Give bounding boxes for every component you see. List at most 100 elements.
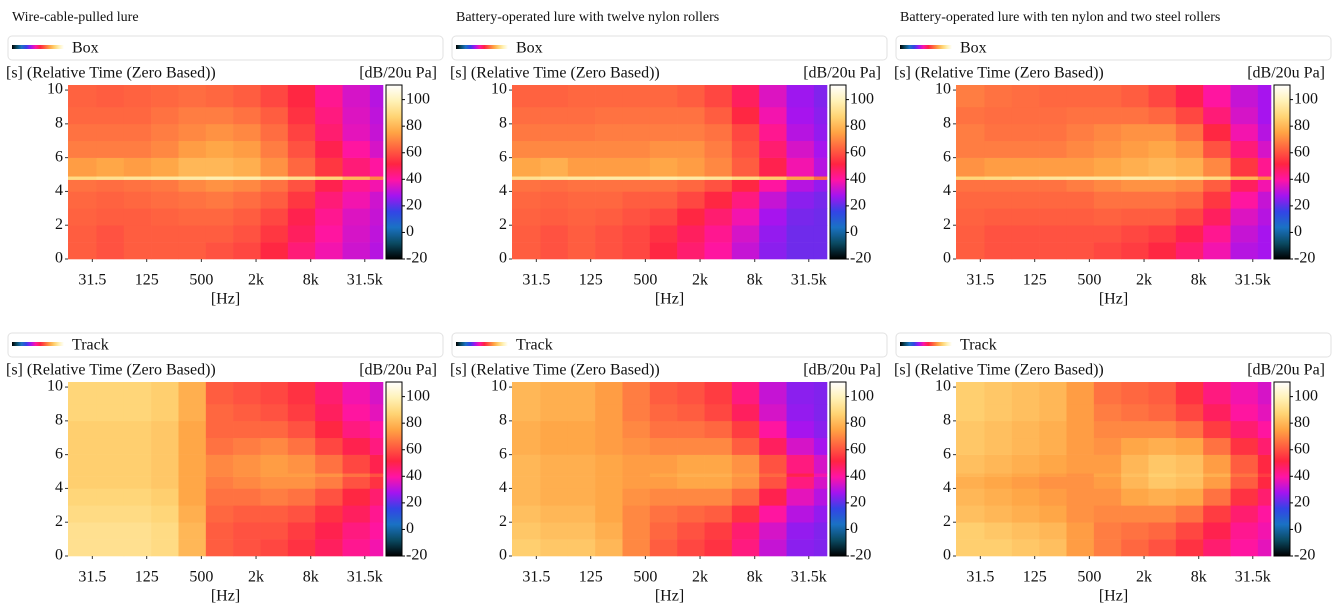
heatmap-cell bbox=[287, 123, 316, 142]
heatmap-cell bbox=[1175, 85, 1204, 108]
heatmap-cell bbox=[260, 242, 289, 260]
heatmap-cell bbox=[1011, 85, 1040, 108]
heatmap-cell bbox=[1148, 403, 1177, 422]
heatmap-cell bbox=[512, 140, 541, 158]
heatmap-cell bbox=[1175, 179, 1204, 192]
heatmap-cell bbox=[1203, 242, 1231, 260]
heatmap-cell bbox=[813, 522, 828, 540]
heatmap-cell bbox=[1039, 473, 1067, 477]
heatmap-cell bbox=[178, 123, 207, 142]
heatmap-cell bbox=[759, 488, 787, 506]
heatmap-cell bbox=[369, 157, 384, 177]
heatmap-cell bbox=[178, 191, 207, 209]
heatmap-cell bbox=[731, 473, 760, 477]
colorbar-tick-label: 0 bbox=[1294, 520, 1302, 537]
heatmap-cell bbox=[1257, 140, 1272, 158]
heatmap-cell bbox=[512, 157, 541, 177]
heatmap-cell bbox=[342, 473, 371, 477]
heatmap-cell bbox=[512, 179, 541, 192]
heatmap-cell bbox=[731, 208, 760, 226]
heatmap-cell bbox=[677, 522, 705, 540]
heatmap-cell bbox=[984, 242, 1013, 260]
heatmap-cell bbox=[1203, 140, 1231, 158]
heatmap-cell bbox=[1203, 176, 1231, 180]
heatmap-cell bbox=[1148, 225, 1177, 243]
heatmap-cell bbox=[567, 208, 596, 226]
heatmap-cell bbox=[1148, 179, 1177, 192]
heatmap-cell bbox=[1093, 488, 1122, 506]
colorbar-tick-label: 20 bbox=[1294, 494, 1310, 511]
heatmap-cell bbox=[595, 191, 623, 209]
heatmap-cell bbox=[233, 382, 261, 405]
heatmap-cell bbox=[649, 140, 678, 158]
heatmap-cell bbox=[813, 85, 828, 108]
heatmap-cell bbox=[704, 208, 733, 226]
colorbar-tick-label: 80 bbox=[1294, 117, 1310, 134]
heatmap-cell bbox=[622, 85, 651, 108]
colorbar-tick-label: -20 bbox=[850, 547, 871, 564]
heatmap-cell bbox=[96, 179, 125, 192]
heatmap-cell bbox=[1121, 473, 1149, 477]
heatmap-cell bbox=[567, 157, 596, 177]
heatmap-cell bbox=[786, 242, 815, 260]
x-tick-label: 500 bbox=[1077, 272, 1101, 289]
colorbar-tick-label: -20 bbox=[406, 547, 427, 564]
panel-title: Wire-cable-pulled lure bbox=[12, 10, 139, 25]
heatmap-cell bbox=[1203, 476, 1231, 489]
heatmap-cell bbox=[205, 157, 234, 177]
heatmap-cell bbox=[96, 123, 125, 142]
heatmap-cell bbox=[369, 522, 384, 540]
heatmap-cell bbox=[1121, 505, 1149, 523]
heatmap-cell bbox=[287, 488, 316, 506]
heatmap-cell bbox=[287, 179, 316, 192]
heatmap-cell bbox=[813, 473, 828, 477]
heatmap-cell bbox=[178, 437, 207, 455]
heatmap-cell bbox=[984, 123, 1013, 142]
heatmap-cell bbox=[287, 420, 316, 439]
heatmap-cell bbox=[205, 454, 234, 474]
colorbar-tick-label: 0 bbox=[850, 520, 858, 537]
heatmap-cell bbox=[956, 176, 985, 180]
colorbar-tick-label: -20 bbox=[1294, 547, 1315, 564]
colorbar-tick-label: 60 bbox=[1294, 440, 1310, 457]
y-tick-label: 10 bbox=[935, 81, 951, 98]
y-tick-label: 2 bbox=[943, 216, 951, 233]
heatmap-cell bbox=[287, 539, 316, 557]
heatmap-cell bbox=[759, 179, 787, 192]
heatmap-cell bbox=[1175, 522, 1204, 540]
heatmap-cell bbox=[1066, 382, 1095, 405]
heatmap-cell bbox=[731, 191, 760, 209]
x-tick-label: 500 bbox=[633, 569, 657, 586]
heatmap-cell bbox=[315, 123, 343, 142]
heatmap-cell bbox=[759, 242, 787, 260]
heatmap-cell bbox=[1066, 140, 1095, 158]
heatmap-cell bbox=[677, 539, 705, 557]
x-tick-label: 31.5 bbox=[522, 569, 550, 586]
heatmap-cell bbox=[1011, 488, 1040, 506]
x-tick-label: 31.5k bbox=[1235, 569, 1271, 586]
heatmap-cell bbox=[540, 140, 569, 158]
heatmap-cell bbox=[813, 176, 828, 180]
heatmap-cell bbox=[813, 476, 828, 489]
heatmap-cell bbox=[704, 476, 733, 489]
heatmap-cell bbox=[567, 382, 596, 405]
heatmap-cell bbox=[786, 473, 815, 477]
heatmap-cell bbox=[956, 420, 985, 439]
heatmap-cell bbox=[595, 522, 623, 540]
heatmap-cell bbox=[123, 454, 152, 474]
heatmap-cell bbox=[1230, 191, 1259, 209]
heatmap-cell bbox=[1066, 505, 1095, 523]
heatmap-cell bbox=[1230, 382, 1259, 405]
heatmap-cell bbox=[1093, 505, 1122, 523]
heatmap-cell bbox=[260, 106, 289, 125]
heatmap-cell bbox=[315, 242, 343, 260]
heatmap-cell bbox=[649, 476, 678, 489]
heatmap-cell bbox=[677, 242, 705, 260]
heatmap-cell bbox=[260, 208, 289, 226]
heatmap-cell bbox=[595, 539, 623, 557]
heatmap-cell bbox=[1203, 539, 1231, 557]
heatmap-cell bbox=[1066, 437, 1095, 455]
heatmap-cell bbox=[595, 106, 623, 125]
heatmap-cell bbox=[151, 191, 179, 209]
heatmap-cell bbox=[731, 476, 760, 489]
